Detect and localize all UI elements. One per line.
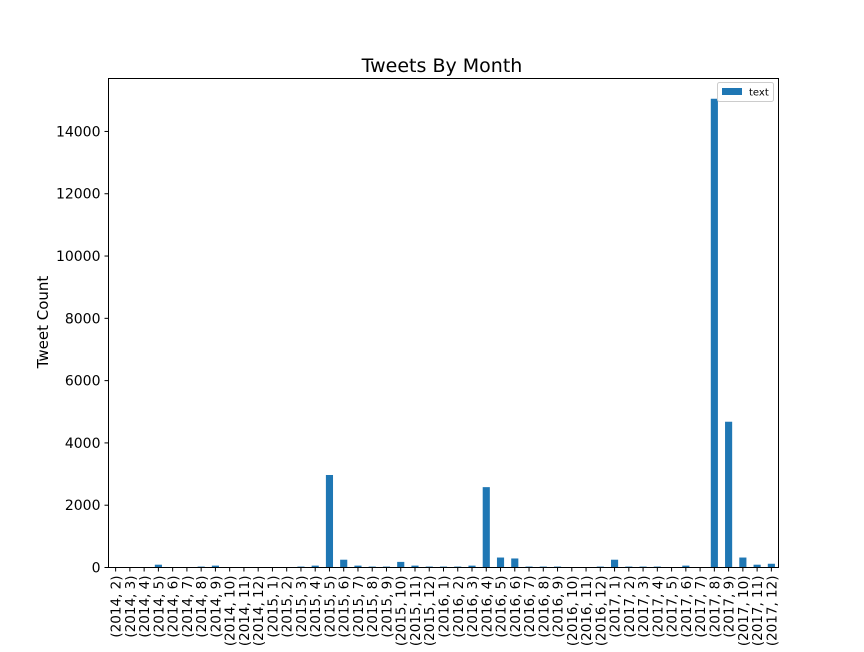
y-tick-label: 10000: [56, 249, 101, 265]
bar: [739, 558, 746, 568]
bar: [711, 99, 718, 568]
y-axis-label: Tweet Count: [34, 276, 52, 370]
bars: [112, 99, 775, 568]
bar: [326, 475, 333, 568]
plot-frame: [109, 79, 779, 568]
bar: [725, 422, 732, 568]
bar: [340, 560, 347, 568]
y-tick-label: 14000: [56, 124, 101, 140]
x-tick-label: (2017, 12): [764, 576, 780, 647]
y-tick-label: 4000: [65, 436, 101, 452]
y-axis-ticks: 0 2000 4000 6000 8000 10000 12000 14000: [56, 124, 109, 576]
y-tick-label: 8000: [65, 311, 101, 327]
y-tick-label: 6000: [65, 374, 101, 390]
legend-label: text: [749, 88, 769, 99]
bar: [397, 562, 404, 568]
bar: [511, 558, 518, 567]
y-tick-label: 12000: [56, 187, 101, 203]
y-tick-label: 2000: [65, 498, 101, 514]
x-axis-ticks: (2014, 2)(2014, 3)(2014, 4)(2014, 5)(201…: [109, 568, 781, 647]
bar: [497, 558, 504, 568]
bar: [768, 564, 775, 568]
y-tick-label: 0: [92, 561, 101, 577]
legend-swatch: [722, 88, 742, 95]
chart-title: Tweets By Month: [361, 55, 523, 77]
legend: text: [718, 83, 774, 102]
bar: [483, 487, 490, 567]
bar: [611, 560, 618, 568]
